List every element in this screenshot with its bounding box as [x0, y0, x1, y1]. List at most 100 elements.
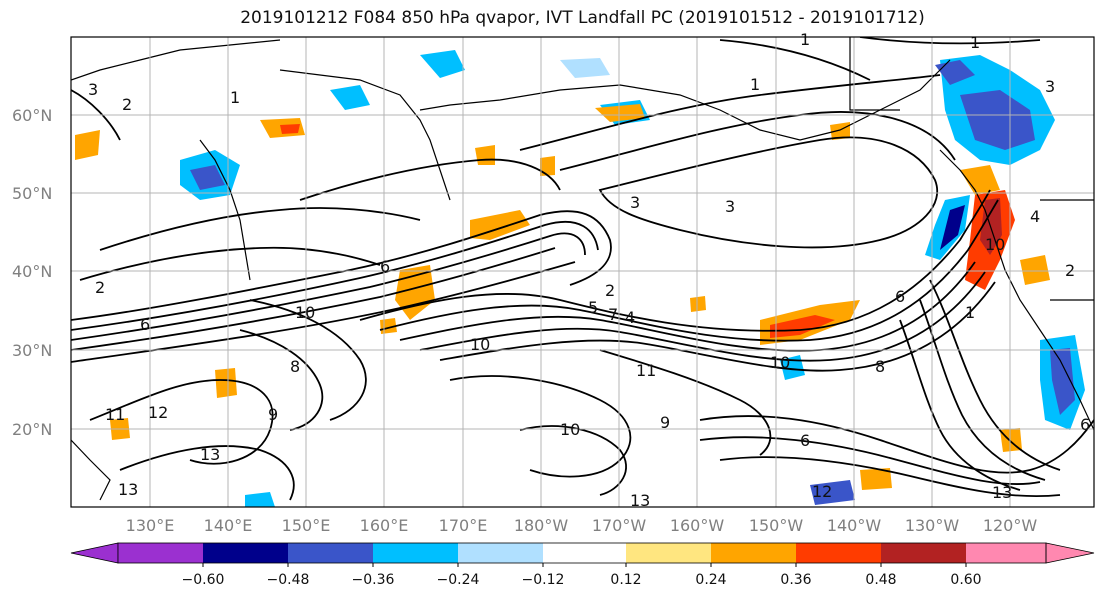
contour-line [71, 89, 121, 141]
lat-label-20n: 20°N [12, 420, 52, 439]
contour-label: 13 [200, 445, 220, 464]
contour-label: 10 [770, 353, 790, 372]
lat-label-60n: 60°N [12, 106, 52, 125]
latitude-labels: 60°N 50°N 40°N 30°N 20°N [12, 106, 52, 439]
colorbar-segment [118, 543, 203, 563]
shade-blob [810, 480, 855, 505]
colorbar-tick-label: −0.48 [267, 572, 310, 588]
lon-label-130e: 130°E [126, 516, 175, 535]
shade-blob [830, 122, 850, 140]
contour-label: 13 [630, 491, 650, 510]
gridlines [71, 37, 1094, 507]
colorbar-segment [711, 543, 796, 563]
colorbar-tick-label: 0.12 [610, 572, 641, 588]
contour-line [929, 279, 1061, 471]
colorbar-segment [288, 543, 373, 563]
contour-line [598, 136, 939, 249]
contour-line [119, 445, 295, 501]
contour-labels: 3 2 1 1 1 3 3 3 1 4 6 6 6 2 2 10 10 10 1… [88, 30, 1090, 510]
contour-label: 9 [660, 413, 670, 432]
contour-line [79, 246, 381, 281]
contour-label: 3 [88, 80, 98, 99]
shade-blob [1050, 348, 1075, 415]
colorbar-tick-label: −0.24 [437, 572, 480, 588]
colorbar-tick-label: −0.12 [522, 572, 565, 588]
colorbar-segment [881, 543, 966, 563]
lon-label-140e: 140°E [204, 516, 253, 535]
contour-line [699, 415, 1094, 474]
colorbar: −0.60 −0.48 −0.36 −0.24 −0.12 0.12 0.24 … [70, 542, 1095, 588]
contour-line [89, 379, 274, 465]
contour-line [71, 220, 599, 331]
contour-line [239, 329, 324, 431]
contour-label: 8 [875, 357, 885, 376]
shade-blob [475, 145, 495, 165]
lon-label-140w: 140°W [827, 516, 882, 535]
colorbar-segment [543, 543, 626, 563]
contour-line [71, 261, 576, 363]
contour-label: 10 [470, 335, 490, 354]
contour-line [899, 319, 1021, 491]
contour-label: 1 [230, 88, 240, 107]
contour-line [379, 199, 999, 342]
contour-label: 11 [636, 361, 656, 380]
contour-line [399, 261, 976, 352]
shade-blob [280, 124, 300, 134]
contour-label: 4 [1030, 207, 1040, 226]
contour-label: 10 [560, 420, 580, 439]
map-frame [70, 36, 1095, 508]
contour-label: 2 [95, 278, 105, 297]
colorbar-tick-label: 0.36 [780, 572, 811, 588]
shade-blob [595, 104, 645, 122]
contour-label: 7 [608, 305, 618, 324]
contour-label: 6 [140, 315, 150, 334]
colorbar-extend-high [1045, 542, 1095, 564]
shade-blob [960, 90, 1035, 150]
contour-label: 13 [992, 483, 1012, 502]
map-background [71, 37, 1094, 507]
shade-blob [1020, 255, 1050, 285]
contour-label: 6 [895, 287, 905, 306]
contour-label: 6 [1080, 415, 1090, 434]
lon-label-170w: 170°W [592, 516, 647, 535]
colorbar-segment [796, 543, 881, 563]
shade-blob [215, 368, 237, 398]
contour-line [859, 37, 1041, 45]
lat-label-30n: 30°N [12, 341, 52, 360]
contour-label: 3 [725, 197, 735, 216]
colorbar-segment [458, 543, 543, 563]
lat-label-40n: 40°N [12, 262, 52, 281]
contour-label: 1 [750, 75, 760, 94]
contour-line [249, 299, 367, 421]
contour-line [519, 74, 941, 151]
contour-label: 12 [812, 482, 832, 501]
lon-label-160w: 160°W [670, 516, 725, 535]
longitude-labels: 130°E 140°E 150°E 160°E 170°E 180°W 170°… [126, 516, 1038, 535]
shade-blob [540, 156, 555, 176]
lon-label-150e: 150°E [282, 516, 331, 535]
lat-label-50n: 50°N [12, 184, 52, 203]
contour-label: 11 [105, 405, 125, 424]
contour-label: 4 [625, 308, 635, 327]
contour-label: 2 [122, 95, 132, 114]
shade-blob [935, 60, 975, 85]
colorbar-tick-label: −0.60 [182, 572, 225, 588]
shade-blob [560, 58, 610, 78]
contour-label: 6 [800, 431, 810, 450]
colorbar-segment [626, 543, 711, 563]
lon-label-170e: 170°E [439, 516, 488, 535]
shade-blob [420, 50, 465, 78]
colorbar-frame [117, 542, 1047, 564]
contour-line [519, 425, 627, 496]
contour-line [71, 210, 612, 321]
colorbar-tick-label: 0.24 [695, 572, 726, 588]
contour-label: 8 [290, 357, 300, 376]
contour-label: 10 [985, 235, 1005, 254]
shade-blob [860, 468, 892, 490]
contour-label: 2 [1065, 261, 1075, 280]
contour-label: 3 [1045, 77, 1055, 96]
colorbar-extend-low [70, 542, 119, 564]
lon-label-150w: 150°W [749, 516, 804, 535]
colorbar-segment [966, 543, 1046, 563]
